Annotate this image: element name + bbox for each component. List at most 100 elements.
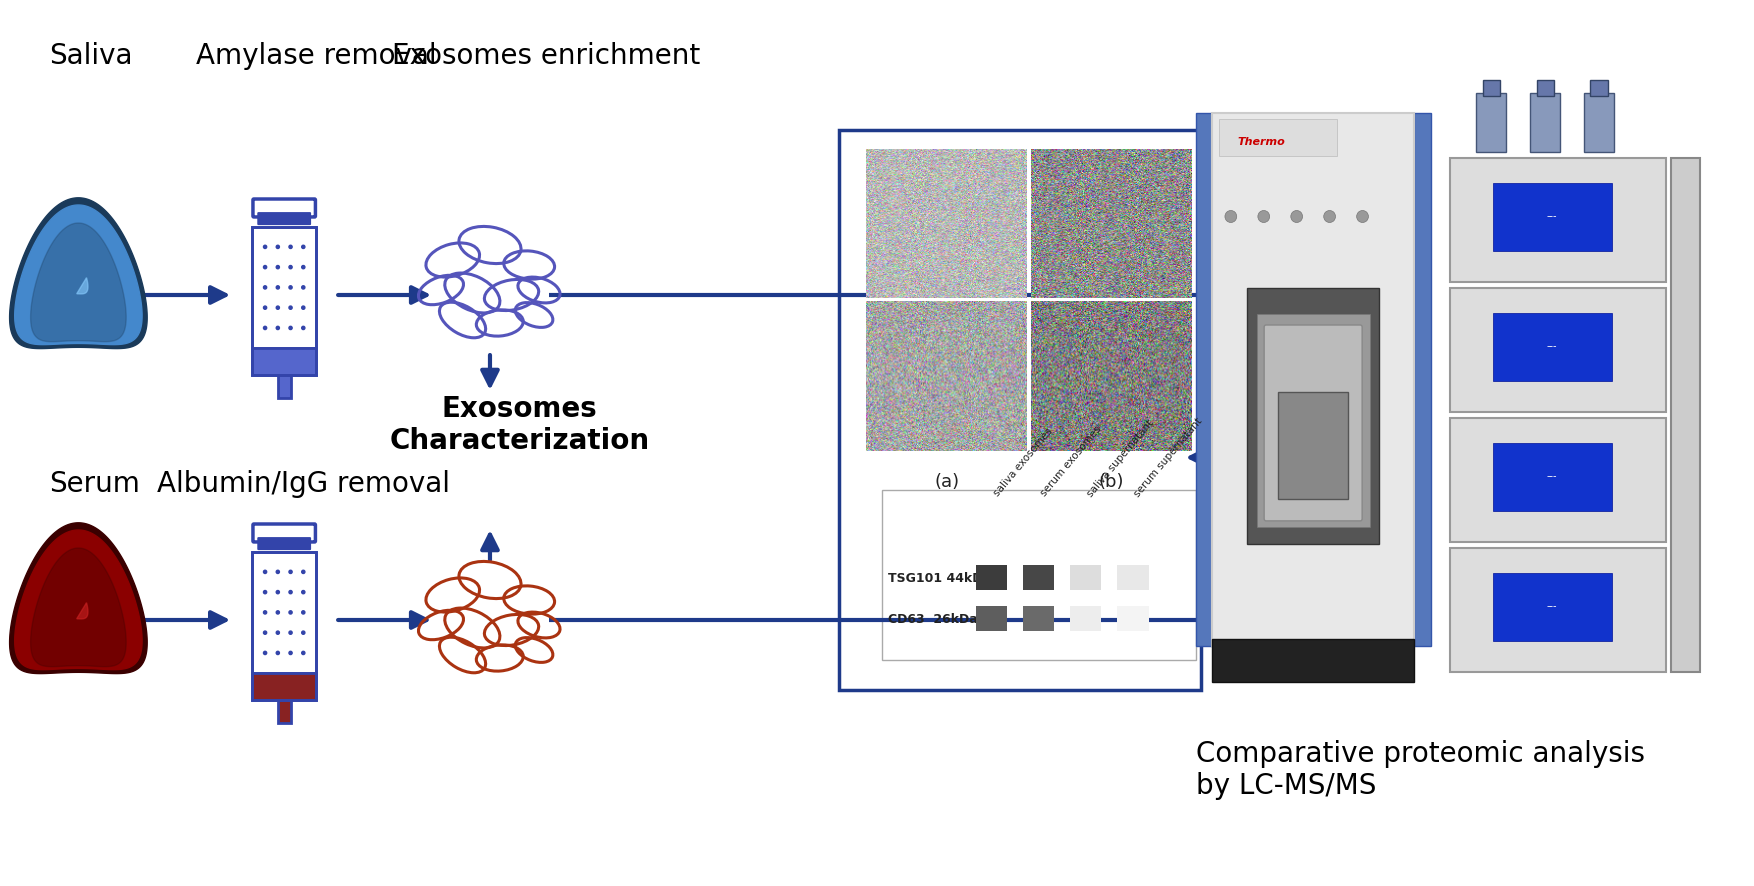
Bar (975, 564, 1007, 590)
Circle shape (263, 326, 267, 330)
Text: Serum: Serum (49, 470, 140, 498)
Polygon shape (9, 523, 147, 673)
Circle shape (289, 651, 293, 655)
Circle shape (302, 245, 305, 248)
Polygon shape (77, 602, 88, 619)
Circle shape (263, 245, 267, 248)
Bar (1451, 548, 1666, 672)
Text: ---: --- (1547, 601, 1558, 611)
Circle shape (263, 590, 267, 594)
Bar (1212, 113, 1414, 646)
Bar (1493, 183, 1612, 251)
Text: Exosomes
Characterization: Exosomes Characterization (389, 395, 649, 455)
Bar (1247, 288, 1379, 544)
Circle shape (289, 571, 293, 573)
Bar (277, 375, 291, 398)
Text: serum supernatant: serum supernatant (1133, 416, 1205, 499)
Bar (1584, 93, 1614, 152)
Text: CD63  26kDa: CD63 26kDa (888, 613, 979, 626)
Bar (1414, 113, 1431, 646)
Bar (253, 348, 316, 375)
Polygon shape (77, 277, 88, 294)
Circle shape (275, 266, 279, 268)
Circle shape (275, 286, 279, 289)
Circle shape (263, 631, 267, 634)
Text: Albumin/IgG removal: Albumin/IgG removal (156, 470, 449, 498)
Text: Exosomes enrichment: Exosomes enrichment (391, 42, 700, 70)
Bar (1493, 443, 1612, 510)
Polygon shape (30, 223, 126, 342)
Bar (838, 130, 1201, 690)
Bar (1212, 639, 1414, 681)
Bar (1023, 564, 1054, 590)
Circle shape (263, 286, 267, 289)
Circle shape (263, 266, 267, 268)
Bar (882, 490, 1196, 660)
Bar (253, 227, 316, 375)
Bar (1256, 314, 1370, 527)
Bar (1117, 606, 1149, 631)
Polygon shape (9, 198, 147, 348)
Circle shape (289, 610, 293, 614)
Bar (1537, 80, 1554, 97)
Text: Saliva: Saliva (49, 42, 133, 70)
Circle shape (275, 651, 279, 655)
FancyBboxPatch shape (253, 524, 316, 542)
Text: (a): (a) (935, 473, 959, 491)
Circle shape (275, 245, 279, 248)
Bar (277, 700, 291, 723)
Bar (253, 227, 316, 348)
Bar (1591, 80, 1608, 97)
Bar (1117, 564, 1149, 590)
Circle shape (302, 651, 305, 655)
Circle shape (302, 306, 305, 309)
Circle shape (263, 610, 267, 614)
Bar (1070, 606, 1102, 631)
Circle shape (1291, 211, 1303, 222)
Circle shape (289, 266, 293, 268)
Circle shape (289, 245, 293, 248)
Text: ---: --- (1547, 471, 1558, 481)
Circle shape (275, 631, 279, 634)
Text: TSG101 44kDa: TSG101 44kDa (888, 571, 991, 585)
Circle shape (263, 651, 267, 655)
Text: (b): (b) (1098, 473, 1124, 491)
Text: Comparative proteomic analysis
by LC-MS/MS: Comparative proteomic analysis by LC-MS/… (1196, 740, 1645, 800)
Bar (253, 673, 316, 700)
Circle shape (289, 590, 293, 594)
Bar (1493, 572, 1612, 641)
Bar (1493, 313, 1612, 381)
Circle shape (289, 326, 293, 330)
Polygon shape (30, 548, 126, 666)
Text: serum exosomes: serum exosomes (1038, 424, 1103, 499)
Circle shape (289, 286, 293, 289)
Bar (1451, 418, 1666, 541)
Circle shape (289, 631, 293, 634)
Bar (253, 552, 316, 673)
Bar (1477, 93, 1507, 152)
Bar (1023, 606, 1054, 631)
FancyBboxPatch shape (258, 213, 310, 224)
Circle shape (1258, 211, 1270, 222)
Text: ---: --- (1547, 341, 1558, 351)
Text: Thermo: Thermo (1238, 136, 1286, 147)
Text: saliva supernatant: saliva supernatant (1086, 417, 1156, 499)
FancyBboxPatch shape (258, 538, 310, 549)
Bar (975, 606, 1007, 631)
Circle shape (275, 306, 279, 309)
Circle shape (302, 266, 305, 268)
Polygon shape (14, 205, 142, 345)
Circle shape (275, 610, 279, 614)
Bar (1451, 288, 1666, 411)
Bar (253, 552, 316, 700)
Circle shape (275, 326, 279, 330)
Bar (1672, 158, 1700, 672)
Bar (1070, 564, 1102, 590)
Circle shape (302, 571, 305, 573)
FancyBboxPatch shape (1265, 325, 1363, 521)
Circle shape (1356, 211, 1368, 222)
Bar (1529, 93, 1561, 152)
Circle shape (302, 631, 305, 634)
Circle shape (1324, 211, 1335, 222)
Circle shape (302, 286, 305, 289)
